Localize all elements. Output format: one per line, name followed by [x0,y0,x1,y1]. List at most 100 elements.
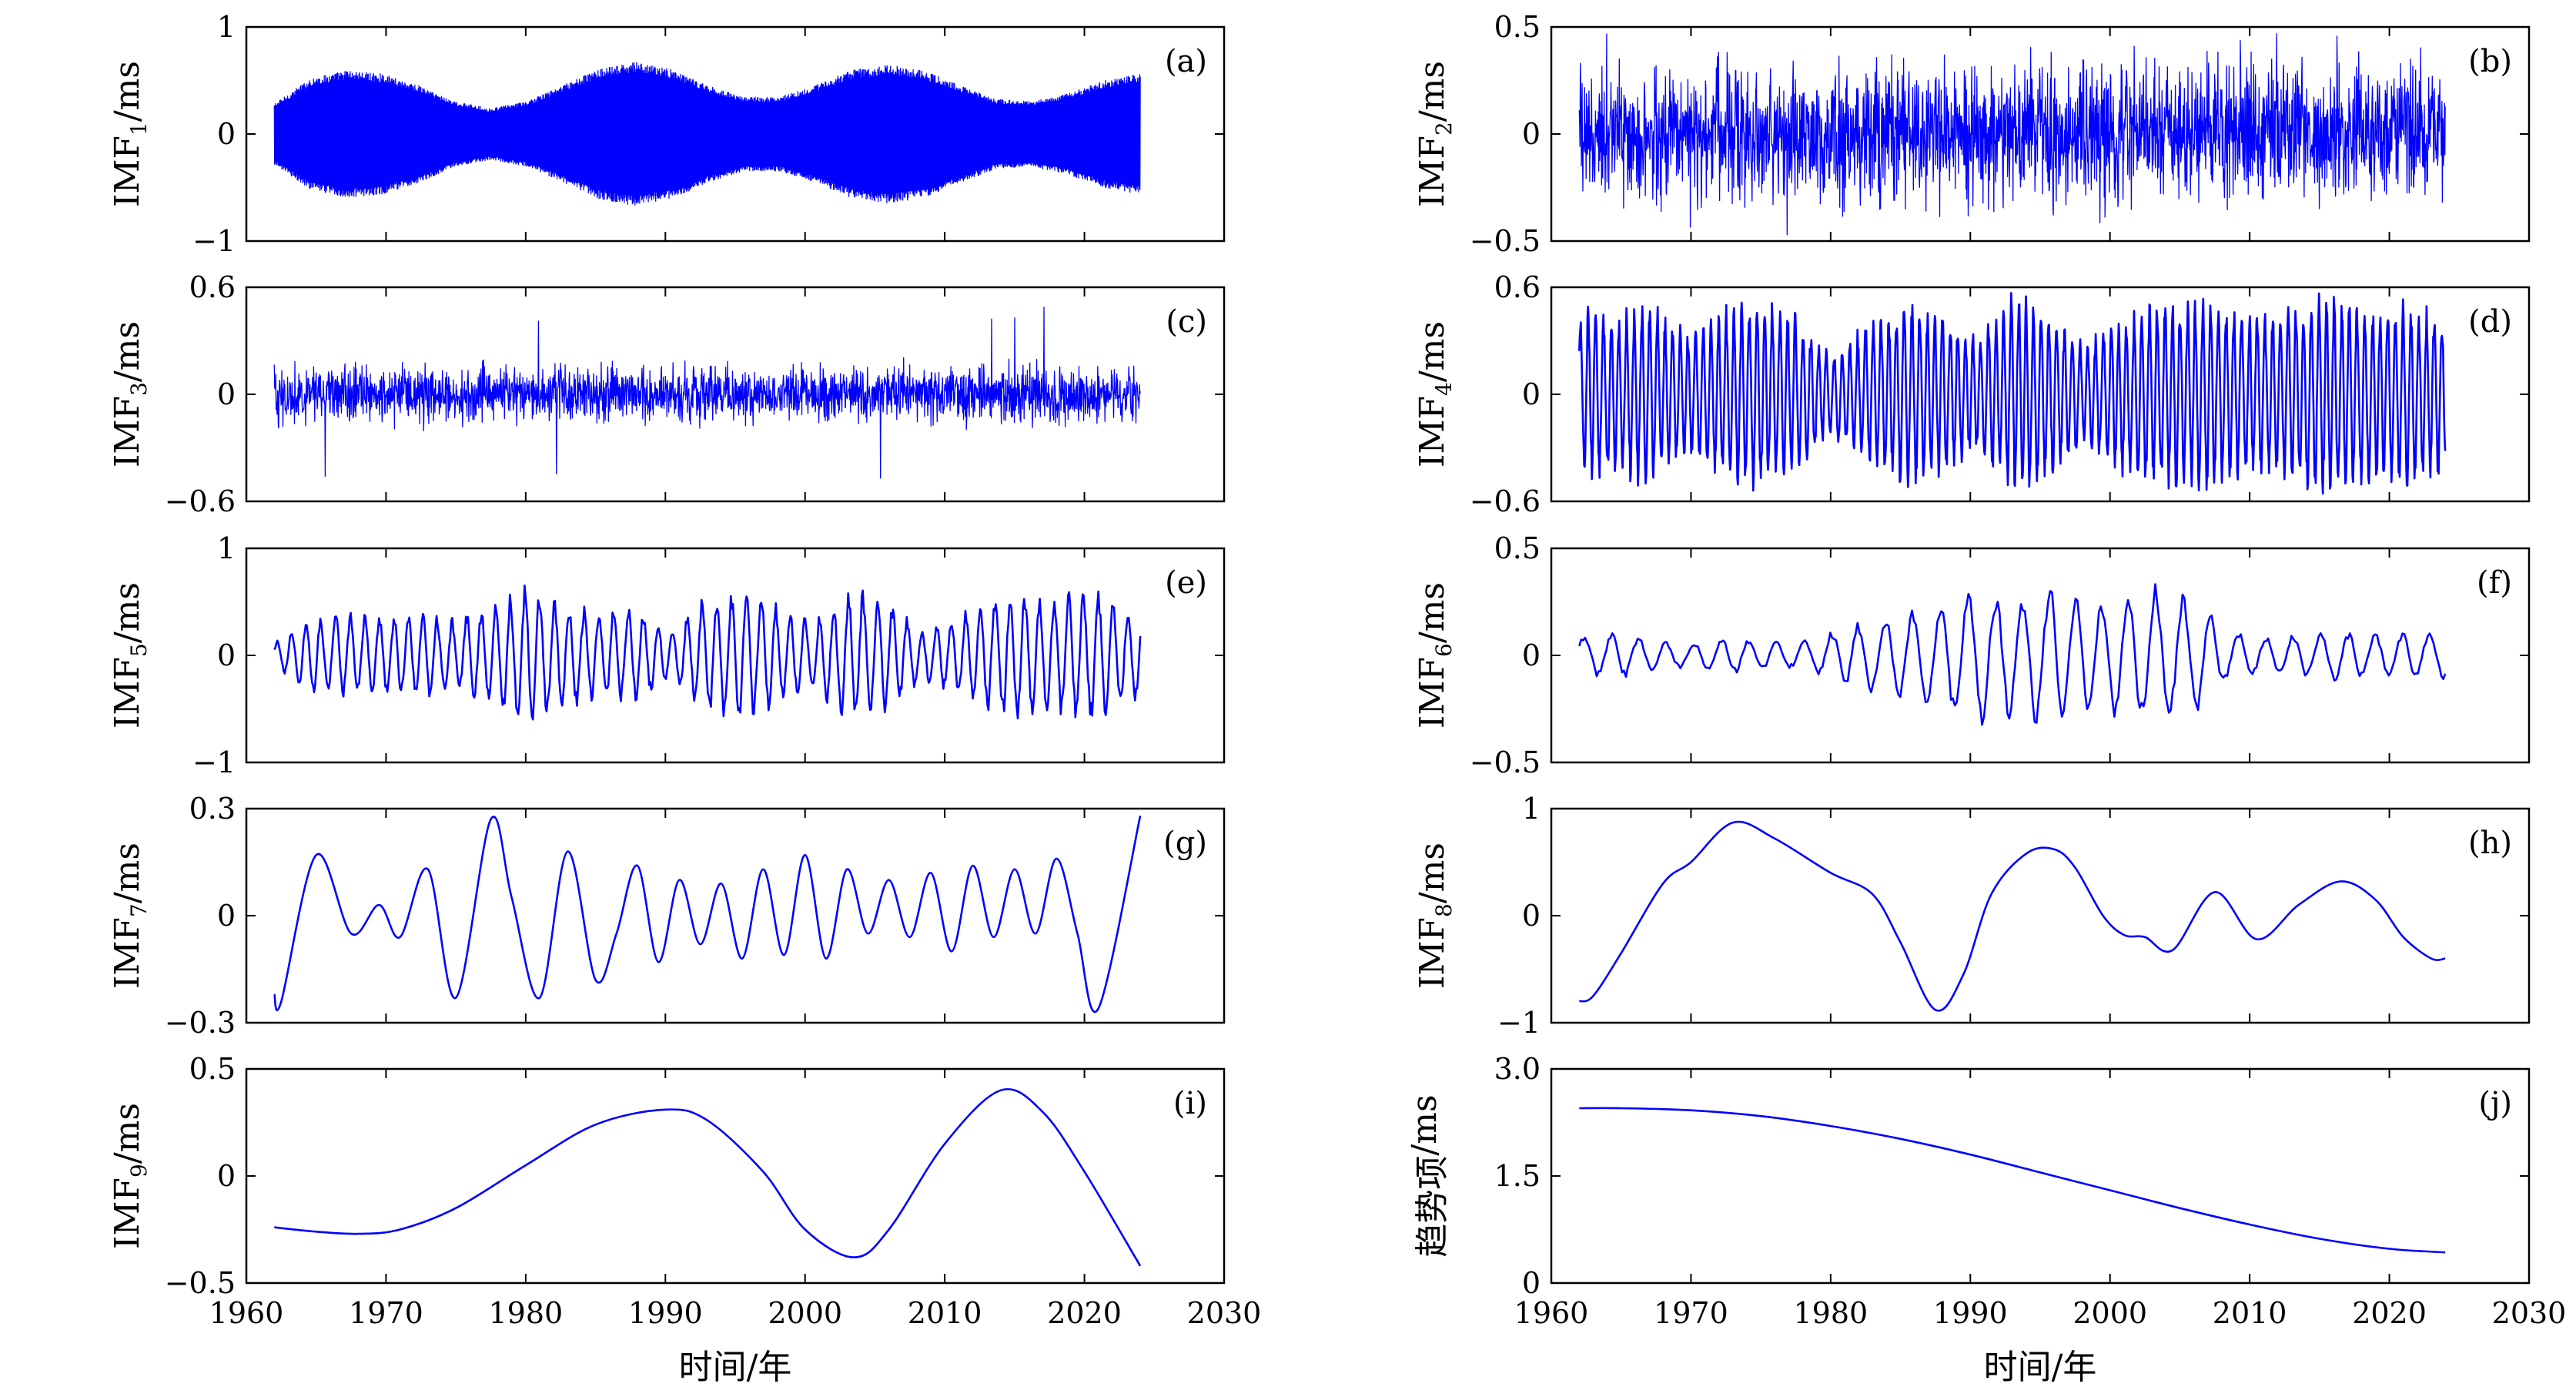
panel-e-ytick-top: 1 [217,531,236,565]
panel-i-imf9: 0.5 0 −0.5 IMF9/ms (i) 1960 1970 1980 1990 2… [108,1052,1261,1330]
panel-j-xtick-label-1970: 1970 [1654,1296,1728,1330]
panel-d-ticks [1551,286,2530,502]
panel-f-imf6: 0.5 0 −0.5 IMF6/ms (f) [1413,531,2531,779]
panel-g-ylabel: IMF7/ms [108,843,152,989]
panel-h-series-line [1578,820,2446,1012]
panel-e-line [273,585,1142,721]
panel-c-ytick-top: 0.6 [189,270,236,304]
panel-h-ytick-bot: −1 [1497,1006,1541,1040]
panel-i-frame [245,1067,1226,1285]
x-axis-label-left: 时间/年 [679,1348,792,1387]
panel-h-label: (h) [2468,826,2512,861]
panel-c-ytick-bot: −0.6 [165,484,236,518]
panel-g-ytick-bot: −0.3 [165,1006,236,1040]
panel-e-ylabel-sub: 5 [126,643,152,657]
panel-h-ylabel: IMF8/ms [1413,843,1457,989]
panel-b-ylabel-main: IMF [1413,136,1452,207]
panel-j-ytick-mid: 1.5 [1494,1159,1541,1193]
panel-j-ytick-bot: 0 [1522,1266,1541,1300]
panel-h-frame [1550,807,2531,1024]
panel-j-xtick-label-2030: 2030 [2492,1296,2567,1330]
panel-h-ticks [1551,808,2530,1023]
x-axis-label-right: 时间/年 [1984,1348,2097,1387]
panel-f-ytick-top: 0.5 [1494,531,1541,565]
panel-g-imf7: 0.3 0 −0.3 IMF7/ms (g) [108,792,1226,1040]
panel-j-xtick-label-2010: 2010 [2213,1296,2287,1330]
panel-c-ytick-mid: 0 [217,377,236,411]
panel-f-ticks [1551,548,2530,763]
panel-f-ytick-bot: −0.5 [1470,745,1541,779]
panel-i-ytick-mid: 0 [217,1159,236,1193]
panel-d-ylabel-main: IMF [1413,396,1452,467]
panel-i-xtick-label-1960: 1960 [209,1296,284,1330]
panel-j-ticks [1551,1068,2530,1284]
panel-d-imf4: 0.6 0 −0.6 IMF4/ms (d) [1413,270,2531,518]
panel-i-xtick-labels: 1960 1970 1980 1990 2000 2010 2020 2030 [209,1296,1262,1330]
panel-i-ytick-bot: −0.5 [165,1266,236,1300]
panel-g-ylabel-sub: 7 [126,903,152,917]
panel-b-ytick-top: 0.5 [1494,10,1541,44]
panel-c-series-line [273,307,1141,479]
panel-f-line [1578,583,2447,726]
panel-i-ylabel-sub: 9 [126,1164,152,1178]
panel-d-label: (d) [2468,304,2512,340]
panel-b-ytick-bot: −0.5 [1470,224,1541,258]
panel-h-ylabel-main: IMF [1413,917,1452,989]
panel-e-ylabel: IMF5/ms [108,582,152,729]
panel-j-xtick-label-2020: 2020 [2352,1296,2427,1330]
panel-i-xtick-label-1980: 1980 [488,1296,563,1330]
panel-i-label: (i) [1173,1086,1207,1121]
panel-f-ylabel: IMF6/ms [1413,582,1457,729]
panel-e-ytick-bot: −1 [192,745,236,779]
panel-j-xtick-label-1960: 1960 [1514,1296,1589,1330]
panel-j-frame [1550,1067,2531,1285]
panel-j-xtick-label-1990: 1990 [1933,1296,2008,1330]
panel-d-ylabel-suffix: /ms [1413,321,1452,382]
panel-i-xtick-label-1990: 1990 [628,1296,703,1330]
panel-a-ytick-bot: −1 [192,224,236,258]
panel-f-ylabel-suffix: /ms [1413,582,1452,643]
panel-e-imf5: 1 0 −1 IMF5/ms (e) [108,531,1226,779]
panel-j-label: (j) [2478,1086,2512,1121]
panel-g-ylabel-main: IMF [108,917,147,989]
panel-j-ylabel-main: 趋势项 [1413,1156,1452,1258]
panel-j-xtick-label-2000: 2000 [2073,1296,2147,1330]
panel-i-ylabel: IMF9/ms [108,1103,152,1249]
panel-f-ylabel-sub: 6 [1431,643,1457,657]
panel-a-ylabel-suffix: /ms [108,61,147,122]
panel-f-label: (f) [2477,565,2512,601]
panel-i-xtick-label-2000: 2000 [768,1296,842,1330]
panel-g-ytick-top: 0.3 [189,792,236,826]
panel-a-ylabel-sub: 1 [126,122,152,136]
panel-c-ylabel: IMF3/ms [108,321,152,467]
panel-e-ylabel-main: IMF [108,657,147,729]
panel-j-trend: 3.0 1.5 0 趋势项/ms (j) 1960 1970 1980 1990 200… [1405,1052,2566,1330]
panel-b-imf2: 0.5 0 −0.5 IMF2/ms (b) [1413,10,2531,258]
panel-j-ylabel-suffix: /ms [1405,1094,1444,1155]
panel-b-ylabel-sub: 2 [1431,122,1457,136]
panel-c-imf3: 0.6 0 −0.6 IMF3/ms (c) [108,270,1226,518]
panel-j-xtick-labels: 1960 1970 1980 1990 2000 2010 2020 2030 [1514,1296,2567,1330]
panel-g-ylabel-suffix: /ms [108,843,147,903]
panel-a-line [273,62,1141,206]
panel-c-ticks [246,286,1225,502]
panel-i-series-line [274,1088,1142,1267]
panel-j-ylabel: 趋势项/ms [1405,1094,1452,1257]
panel-g-series-line [273,816,1142,1013]
panel-c-label: (c) [1166,304,1207,340]
panel-a-label: (a) [1165,44,1207,79]
panel-b-series-line [1578,33,2446,236]
panel-e-series-line [273,585,1142,721]
panel-a-ticks [246,26,1225,242]
panel-g-line [273,816,1142,1013]
panel-b-ticks [1551,26,2530,242]
panel-c-ylabel-suffix: /ms [108,321,147,382]
panel-f-ylabel-main: IMF [1413,657,1452,729]
panel-b-ylabel: IMF2/ms [1413,61,1457,207]
panel-i-ytick-top: 0.5 [189,1052,236,1086]
panel-a-ytick-top: 1 [217,10,236,44]
panel-a-series-line [273,62,1141,206]
panel-d-line [1578,292,2447,495]
panel-i-xtick-label-1970: 1970 [349,1296,423,1330]
